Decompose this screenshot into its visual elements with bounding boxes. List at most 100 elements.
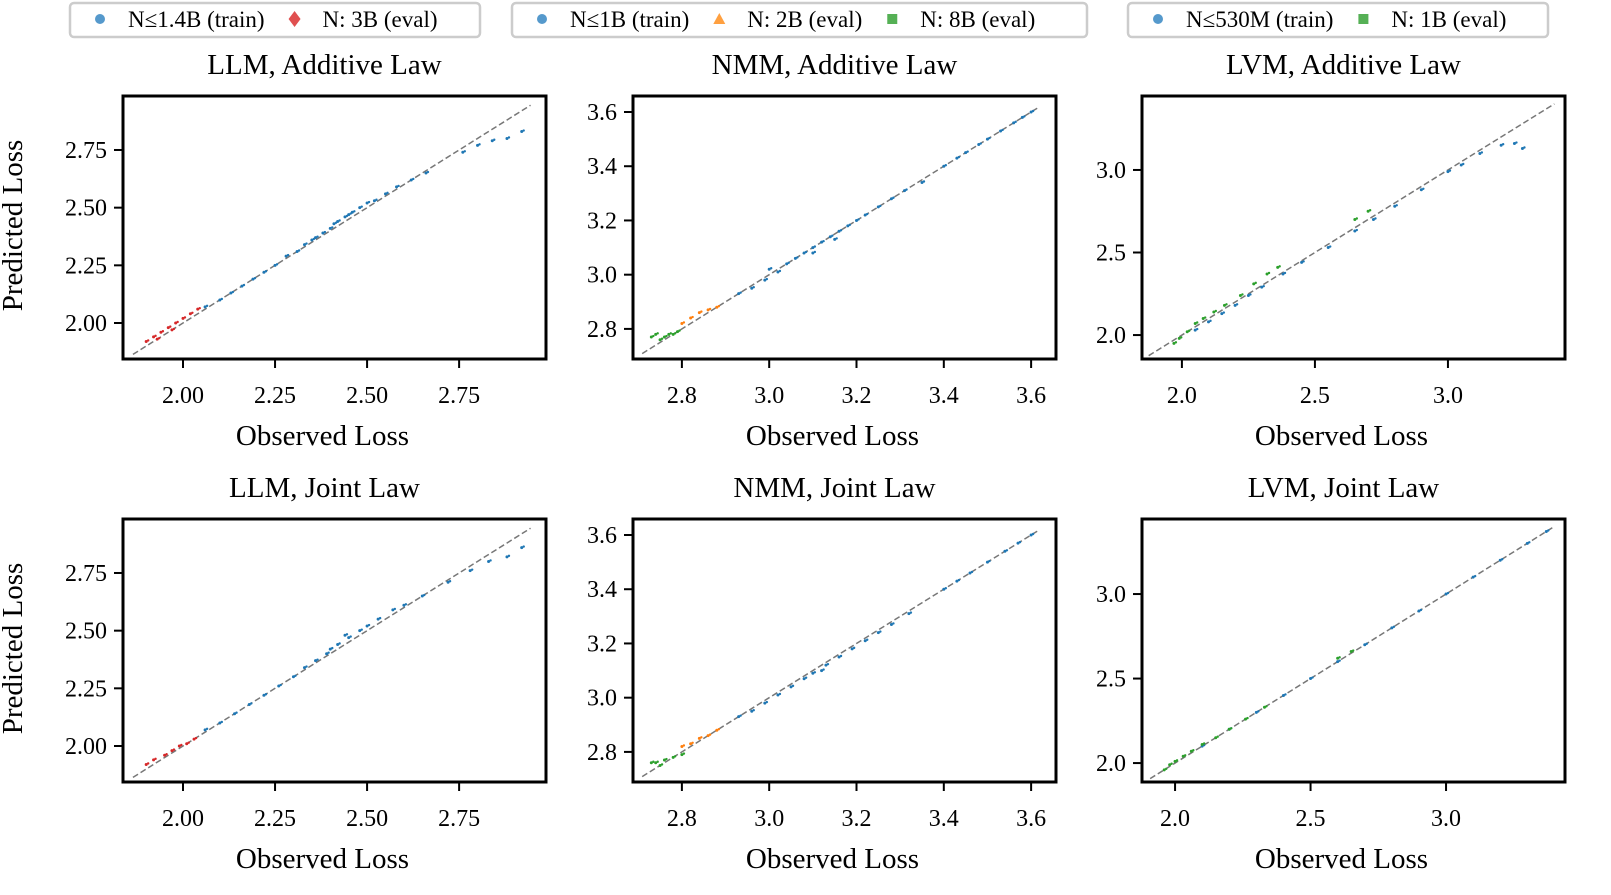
data-point-train: [1446, 591, 1450, 595]
x-tick-label: 3.6: [1016, 383, 1046, 409]
data-point-eval: [146, 339, 150, 342]
data-point-train: [802, 251, 806, 255]
data-point-eval: [682, 744, 686, 747]
data-point-eval: [177, 744, 181, 748]
data-point-train: [957, 578, 961, 582]
data-point-train: [1336, 660, 1340, 664]
data-point-train: [1547, 529, 1550, 532]
data-point-train: [312, 237, 316, 241]
y-tick-label: 3.2: [587, 208, 617, 234]
data-point-train: [229, 291, 233, 295]
x-tick-label: 2.8: [667, 806, 697, 832]
data-point-train: [1222, 311, 1226, 314]
data-point-train: [822, 239, 825, 243]
data-point-train: [338, 642, 341, 645]
data-point-eval: [656, 332, 659, 335]
data-point-eval: [708, 307, 712, 311]
y-tick-label: 2.75: [65, 138, 107, 164]
y-tick-label: 3.6: [587, 523, 617, 549]
data-point-train: [985, 137, 989, 141]
y-tick-label: 2.0: [1096, 323, 1126, 349]
data-point-train: [1365, 642, 1368, 645]
data-point-eval: [665, 334, 668, 338]
legend-frame: [68, 1, 482, 39]
data-point-train: [796, 256, 799, 259]
data-point-train: [1014, 120, 1017, 124]
data-point-train: [1029, 533, 1033, 537]
data-point-eval: [1276, 265, 1280, 269]
subplot-title: LVM, Additive Law: [1226, 49, 1461, 81]
data-point-train: [493, 138, 496, 141]
data-point-eval: [172, 748, 176, 751]
data-point-train: [1525, 541, 1529, 545]
data-point-train: [397, 184, 400, 188]
data-point-train: [739, 291, 742, 294]
data-point-eval: [676, 330, 680, 334]
y-tick-label: 2.8: [587, 740, 617, 766]
data-point-train: [857, 218, 860, 221]
data-point-train: [490, 139, 494, 143]
x-tick-label: 2.75: [438, 806, 480, 832]
data-point-eval: [1172, 341, 1176, 345]
data-point-train: [1515, 141, 1518, 144]
data-point-eval: [654, 761, 658, 765]
data-point-train: [1020, 115, 1024, 119]
x-axis-label: Observed Loss: [236, 843, 409, 875]
data-point-train: [942, 587, 946, 591]
data-point-eval: [196, 307, 200, 311]
data-point-eval: [1181, 754, 1185, 758]
data-point-train: [739, 714, 742, 717]
data-point-train: [1478, 151, 1482, 155]
data-point-train: [291, 675, 295, 679]
y-tick-label: 2.25: [65, 676, 107, 702]
y-tick-label: 2.5: [1096, 667, 1126, 693]
data-point-train: [811, 251, 815, 255]
data-point-eval: [660, 337, 664, 340]
data-point-eval: [652, 334, 655, 338]
data-point-train: [863, 639, 867, 643]
data-point-train: [909, 611, 913, 614]
data-point-train: [889, 197, 893, 201]
data-point-train: [302, 666, 306, 670]
data-point-train: [218, 721, 222, 725]
y-tick-label: 2.25: [65, 253, 107, 279]
data-point-eval: [715, 728, 719, 732]
data-point-train: [1249, 293, 1252, 296]
data-point-eval: [146, 762, 150, 765]
data-point-train: [297, 249, 301, 252]
subplot-4: LLM, Joint Law 2.00 2.25 2.50 2.75 2.00 2.25 2.…: [0, 472, 548, 875]
data-point-train: [461, 150, 465, 154]
data-point-train: [1390, 626, 1394, 630]
data-point-train: [1016, 541, 1020, 545]
legend-label: N: 8B (eval): [920, 7, 1035, 32]
data-point-train: [1459, 163, 1463, 167]
data-point-train: [1520, 147, 1524, 151]
data-point-train: [1220, 312, 1224, 316]
data-point-train: [1419, 188, 1423, 192]
data-point-train: [262, 693, 266, 697]
data-point-train: [264, 693, 268, 696]
data-point-eval: [658, 338, 662, 342]
y-tick-label: 3.0: [587, 263, 617, 289]
data-point-eval: [1203, 316, 1207, 319]
data-point-eval: [649, 761, 653, 765]
data-point-train: [233, 712, 237, 716]
y-tick-label: 3.0: [587, 686, 617, 712]
data-point-train: [305, 665, 308, 668]
data-point-train: [1257, 710, 1260, 713]
data-point-eval: [1230, 727, 1233, 730]
data-point-train: [302, 243, 306, 247]
data-point-eval: [706, 308, 710, 312]
legend-label: N: 1B (eval): [1391, 7, 1506, 32]
data-point-eval: [1216, 735, 1219, 738]
data-point-train: [1422, 187, 1425, 190]
y-tick-label: 3.0: [1096, 582, 1126, 608]
data-point-train: [1471, 575, 1475, 579]
data-point-train: [778, 692, 782, 696]
data-point-eval: [678, 329, 681, 332]
data-point-eval: [700, 736, 703, 739]
data-point-train: [966, 150, 969, 153]
data-point-train: [876, 631, 880, 635]
data-point-train: [942, 164, 946, 168]
data-point-train: [487, 559, 491, 563]
